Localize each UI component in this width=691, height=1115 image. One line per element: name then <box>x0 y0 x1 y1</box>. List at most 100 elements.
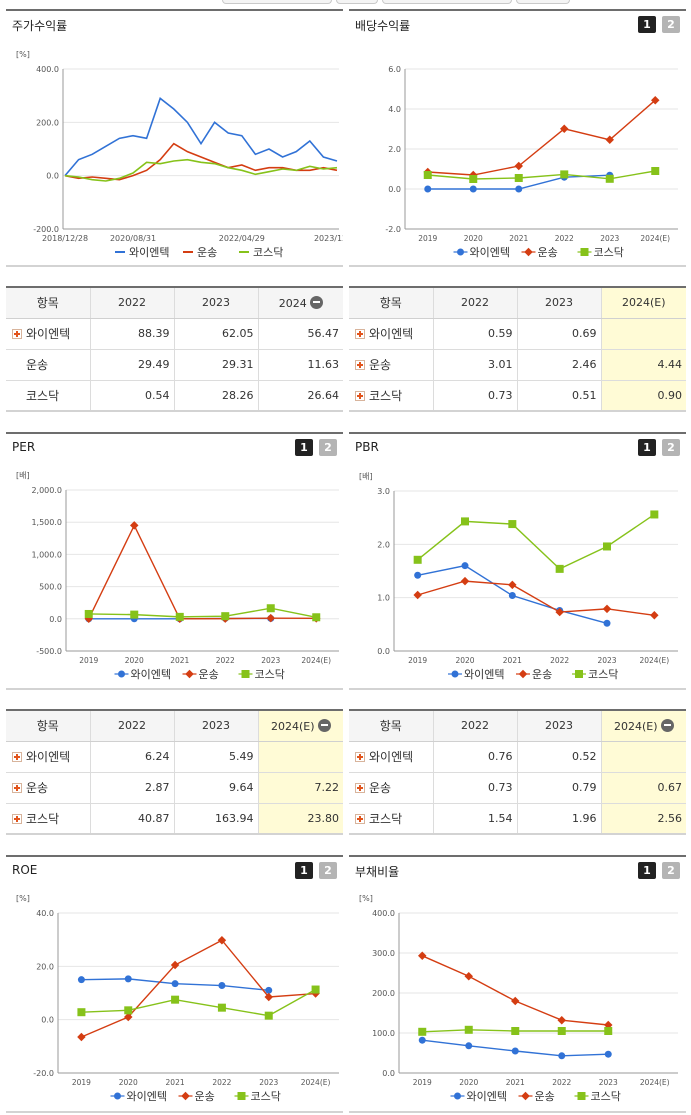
data-point <box>423 171 432 179</box>
table-cell: 0.54 <box>89 380 174 412</box>
table-cell: 2.56 <box>600 803 686 835</box>
chart-toggle-button-2[interactable]: 2 <box>662 862 680 879</box>
chart-toggle-button-1[interactable]: 1 <box>295 439 313 456</box>
data-table-4: 항목 2022 2023 2024(E) 와이엔텍 0.76 0.52 운송 0.73 0.79 0… <box>349 709 686 835</box>
top-tab[interactable] <box>382 0 512 4</box>
row-label: 와이엔텍 <box>349 318 433 350</box>
data-point <box>469 185 477 193</box>
table-cell: 6.24 <box>89 741 174 773</box>
legend-swatch <box>521 1091 530 1101</box>
data-point <box>124 975 132 983</box>
data-point <box>511 1047 519 1055</box>
x-tick-label: 2020 <box>455 656 474 665</box>
top-tab-strip <box>0 0 691 4</box>
expand-icon[interactable] <box>355 329 365 339</box>
x-tick-label: 2024(E) <box>301 656 331 665</box>
data-point <box>414 571 422 579</box>
data-point <box>465 1042 473 1050</box>
data-point <box>221 612 230 621</box>
data-point <box>650 611 659 620</box>
row-label: 운송 <box>349 349 433 381</box>
top-tab[interactable] <box>516 0 570 4</box>
chart-toggle-button-2[interactable]: 2 <box>662 16 680 33</box>
table-cell: 0.52 <box>516 741 601 773</box>
chart-toggle-button-1[interactable]: 1 <box>638 439 656 456</box>
chart-toggle-button-2[interactable]: 2 <box>319 439 337 456</box>
data-table-3: 항목 2022 2023 2024(E) 와이엔텍 6.24 5.49 운송 2.87 9.64 7… <box>6 709 343 835</box>
y-tick-label: 0.0 <box>41 1016 54 1025</box>
data-point <box>555 607 564 617</box>
legend-label: 운송 <box>195 1090 215 1103</box>
legend-swatch <box>118 670 125 678</box>
expand-icon[interactable] <box>12 329 22 339</box>
legend-label: 코스닥 <box>594 246 624 259</box>
expand-icon[interactable] <box>355 390 365 401</box>
expand-icon[interactable] <box>355 360 365 370</box>
y-tick-label: 0.0 <box>46 172 59 181</box>
series-line-코스닥 <box>64 158 338 182</box>
top-tab[interactable] <box>222 0 332 4</box>
data-point <box>602 604 612 614</box>
table-header-year: 2024 <box>257 286 343 319</box>
legend-swatch <box>577 1092 586 1100</box>
chart-panel-5: ROE 1 2 [%] 40.0 20.0 0.0 -20.0 2019 2020 2021 2022… <box>6 855 343 1113</box>
y-tick-label: 3.0 <box>377 487 390 496</box>
table-cell: 0.79 <box>516 772 601 804</box>
row-label: 코스닥 <box>6 380 90 412</box>
expand-icon[interactable] <box>12 752 22 762</box>
table-cell: 11.63 <box>257 349 343 381</box>
x-tick-label: 2019 <box>413 1078 432 1087</box>
table-cell: 7.22 <box>257 772 343 804</box>
table-header-year: 2023 <box>516 709 601 742</box>
data-point <box>175 612 184 621</box>
collapse-icon[interactable] <box>309 295 323 309</box>
data-point <box>508 592 516 600</box>
legend-label: 코스닥 <box>591 1090 621 1103</box>
chart-toggle-button-1[interactable]: 1 <box>295 862 313 879</box>
top-tab[interactable] <box>336 0 378 4</box>
table-row: 코스닥 40.87 163.94 23.80 <box>6 803 343 835</box>
table-cell: 0.69 <box>516 318 601 350</box>
collapse-icon[interactable] <box>317 718 331 732</box>
chart-toggle-button-2[interactable]: 2 <box>662 439 680 456</box>
x-tick-label: 2023 <box>261 656 280 665</box>
chart-toggle-button-2[interactable]: 2 <box>319 862 337 879</box>
row-label: 코스닥 <box>6 803 90 835</box>
y-tick-label: -20.0 <box>33 1069 54 1078</box>
table-cell: 56.47 <box>257 318 343 350</box>
data-table-2: 항목 2022 2023 2024(E) 와이엔텍 0.59 0.69 운송 3.01 2.46 4… <box>349 286 686 412</box>
collapse-icon[interactable] <box>660 718 674 732</box>
chart-toggle-button-1[interactable]: 1 <box>638 862 656 879</box>
row-label: 와이엔텍 <box>349 741 433 773</box>
expand-icon[interactable] <box>12 783 22 793</box>
table-header-year: 2022 <box>432 286 517 319</box>
table-header-year: 2023 <box>516 286 601 319</box>
expand-icon[interactable] <box>355 783 365 793</box>
chart-title: PER <box>12 440 36 454</box>
x-tick-label: 2021 <box>509 234 528 243</box>
x-tick-label: 2022 <box>212 1078 231 1087</box>
chart-svg: 6.0 4.0 2.0 0.0 -2.0 2019 2020 2021 2022 2023 2024… <box>385 65 678 259</box>
y-tick-label: 300.0 <box>372 949 395 958</box>
y-tick-label: 40.0 <box>36 909 54 918</box>
expand-icon[interactable] <box>355 752 365 762</box>
table-cell: 163.94 <box>173 803 258 835</box>
table-cell: 0.76 <box>432 741 517 773</box>
chart-panel-1: 주가수익률 [%] 400.0 200.0 0.0 -200.0 2018/12/28 202… <box>6 9 343 267</box>
data-point <box>266 613 275 623</box>
table-cell: 0.73 <box>432 380 517 412</box>
x-tick-label: 2023 <box>600 234 619 243</box>
expand-icon[interactable] <box>12 813 22 824</box>
expand-icon[interactable] <box>355 813 365 824</box>
table-row: 운송 2.87 9.64 7.22 <box>6 772 343 804</box>
chart-svg: [%] 400.0 300.0 200.0 100.0 0.0 2019 2020 2021 20… <box>359 894 678 1103</box>
x-tick-label: 2022 <box>550 656 569 665</box>
x-tick-label: 2021 <box>166 1078 185 1087</box>
chart-toggle-button-1[interactable]: 1 <box>638 16 656 33</box>
unit-label: [배] <box>16 471 30 480</box>
chart-svg: [배] 3.0 2.0 1.0 0.0 2019 2020 2021 2022 2023 2024(… <box>359 472 678 681</box>
chart-title: 배당수익률 <box>355 19 411 33</box>
table-cell: 5.49 <box>173 741 258 773</box>
data-point <box>651 167 660 175</box>
